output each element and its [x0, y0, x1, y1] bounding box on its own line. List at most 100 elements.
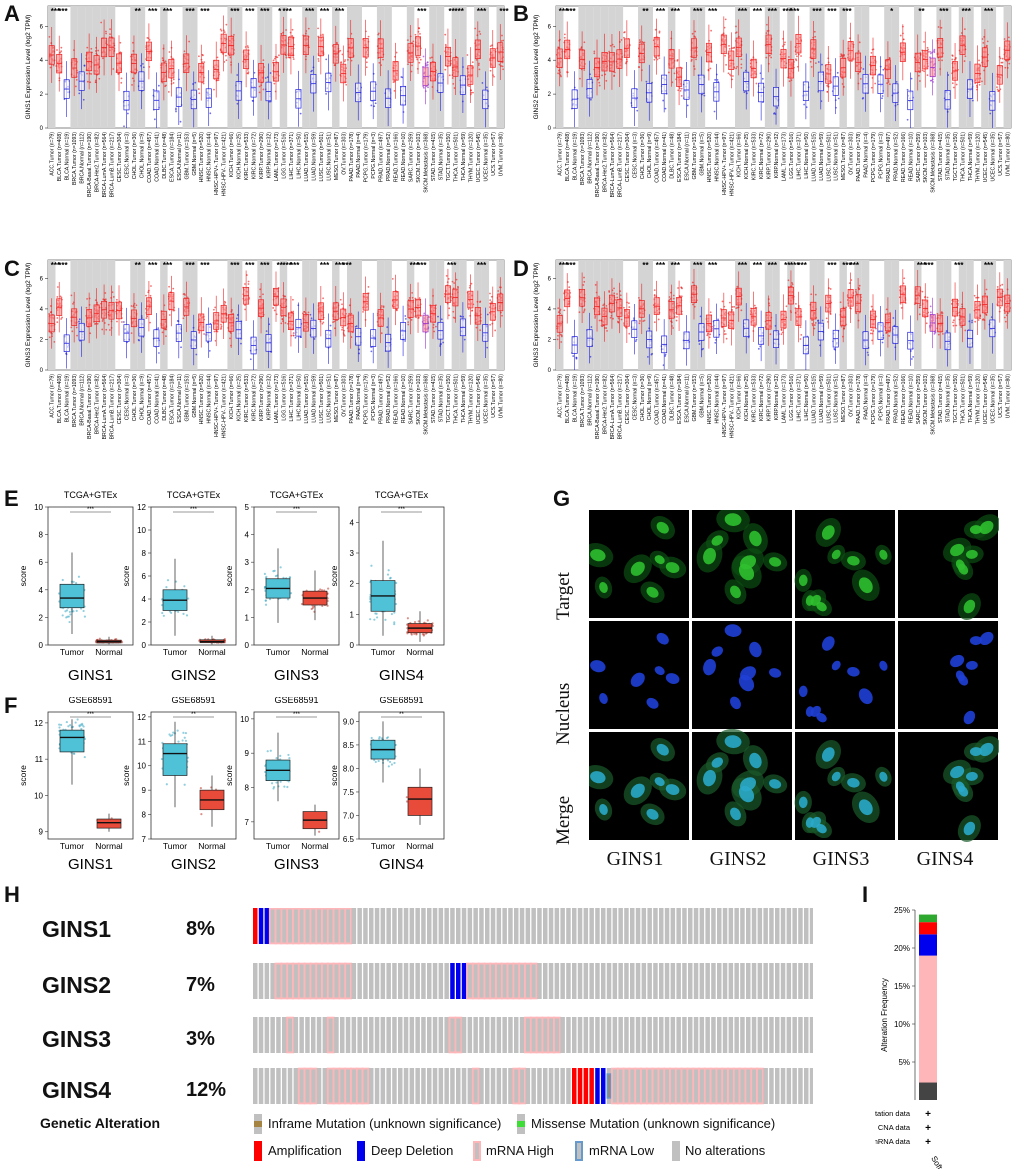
data-point: [839, 55, 842, 58]
category-label: PCPG.Tumor (n=179): [871, 132, 877, 183]
data-point: [680, 87, 683, 90]
data-point: [479, 301, 481, 304]
significance-mark: **: [449, 7, 456, 16]
data-point: [490, 295, 493, 298]
category-label: CHOL.Normal (n=9): [647, 132, 653, 179]
data-point: [247, 46, 249, 49]
significance-mark: ***: [260, 261, 270, 270]
data-point: [182, 317, 185, 320]
y-tick-label: 2: [40, 337, 44, 343]
data-point: [769, 333, 772, 336]
data-point: [724, 54, 726, 57]
data-point: [94, 299, 97, 302]
data-point: [825, 317, 828, 320]
category-label: HNSC.Tumor (n=520): [707, 132, 713, 183]
data-point: [843, 86, 845, 88]
data-point: [694, 30, 697, 33]
category-label: PAAD.Normal (n=4): [864, 132, 870, 178]
category-label: KIRC.Tumor (n=533): [244, 374, 250, 422]
data-point: [467, 308, 470, 311]
category-label: BLCA.Normal (n=19): [65, 374, 71, 423]
data-point: [236, 74, 239, 76]
significance-mark: ***: [984, 261, 994, 270]
category-label: BRCA-Her2.Tumor (n=82): [602, 132, 608, 192]
data-point: [672, 297, 675, 300]
y-tick-label: 0: [40, 368, 44, 374]
data-point: [56, 317, 59, 319]
significance-mark: ***: [283, 261, 293, 270]
category-label: LUSC.Tumor (n=501): [319, 374, 325, 424]
data-point: [145, 294, 147, 297]
data-point: [108, 329, 111, 331]
data-point: [557, 72, 560, 75]
category-label: PAAD.Tumor (n=178): [856, 374, 862, 424]
data-point: [410, 318, 413, 321]
data-point: [768, 304, 771, 307]
data-point: [140, 315, 143, 317]
data-point: [220, 323, 222, 326]
data-point: [691, 32, 694, 35]
data-point: [455, 278, 458, 281]
data-point: [262, 59, 265, 62]
data-point: [373, 105, 376, 108]
category-label: LIHC.Normal (n=50): [804, 374, 810, 421]
category-label: CHOL.Tumor (n=36): [132, 374, 138, 422]
data-point: [617, 320, 619, 323]
data-point: [192, 83, 194, 85]
data-point: [317, 60, 320, 62]
data-point: [82, 98, 85, 101]
category-label: LIHC.Normal (n=50): [296, 132, 302, 179]
data-point: [672, 294, 675, 297]
data-point: [826, 84, 829, 87]
data-point: [75, 78, 78, 81]
data-point: [440, 318, 443, 321]
data-point: [100, 21, 103, 24]
data-point: [653, 289, 656, 292]
data-point: [182, 293, 185, 296]
data-point: [49, 305, 52, 307]
category-label: BRCA-LumB.Tumor (n=217): [617, 132, 623, 198]
data-point: [448, 74, 451, 77]
data-point: [765, 32, 768, 34]
data-point: [829, 312, 832, 315]
category-label: UVM.Tumor (n=80): [1005, 132, 1011, 177]
data-point: [225, 23, 228, 26]
data-point: [339, 298, 342, 301]
data-point: [470, 282, 473, 285]
data-point: [895, 80, 898, 83]
category-label: BRCA.Normal (n=112): [80, 132, 86, 184]
data-point: [929, 50, 931, 53]
data-point: [731, 309, 733, 311]
data-point: [757, 347, 760, 350]
data-point: [810, 65, 813, 68]
data-point: [605, 79, 608, 82]
data-point: [112, 68, 115, 70]
data-point: [799, 338, 802, 340]
data-point: [858, 288, 860, 291]
data-point: [664, 355, 667, 357]
data-point: [906, 88, 909, 91]
data-point: [448, 307, 451, 310]
category-label: KICH.Tumor (n=66): [229, 132, 235, 177]
category-label: PAAD.Normal (n=4): [356, 132, 362, 178]
data-point: [735, 31, 738, 34]
data-point: [336, 42, 338, 45]
category-label: BRCA-Her2.Tumor (n=82): [602, 374, 608, 434]
category-label: LIHC.Normal (n=50): [804, 132, 810, 179]
significance-mark: **: [277, 261, 284, 270]
data-point: [845, 306, 847, 309]
data-point: [855, 311, 857, 314]
data-point: [638, 65, 640, 68]
data-point: [219, 28, 222, 31]
data-point: [881, 95, 884, 97]
data-point: [493, 75, 495, 78]
data-point: [583, 69, 586, 71]
data-point: [706, 334, 709, 337]
data-point: [714, 341, 717, 344]
data-point: [188, 40, 191, 43]
data-point: [693, 68, 696, 70]
data-point: [437, 315, 439, 318]
data-point: [217, 79, 220, 82]
category-label: KICH.Tumor (n=66): [737, 132, 743, 177]
data-point: [728, 47, 731, 50]
